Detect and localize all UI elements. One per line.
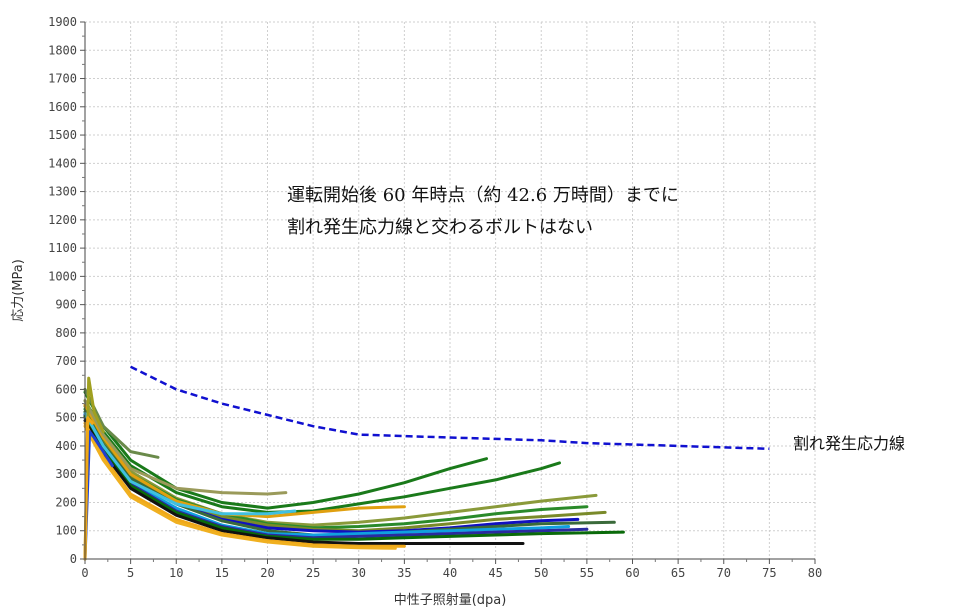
y-axis-label: 応力(MPa) — [11, 259, 26, 322]
y-tick-label: 1400 — [48, 156, 77, 170]
x-tick-label: 0 — [81, 566, 88, 580]
series-line-12 — [83, 424, 397, 550]
series-line-0 — [83, 390, 488, 510]
threshold-layer — [130, 365, 770, 451]
annotation-line-1: 運転開始後 60 年時点（約 42.6 万時間）までに — [287, 185, 679, 206]
threshold-label: 割れ発生応力線 — [793, 434, 905, 453]
x-tick-label: 70 — [717, 566, 731, 580]
x-tick-label: 65 — [671, 566, 685, 580]
x-tick-label: 80 — [808, 566, 822, 580]
series-line-14 — [83, 399, 288, 496]
x-tick-label: 30 — [352, 566, 366, 580]
y-tick-label: 1100 — [48, 241, 77, 255]
y-tick-label: 1800 — [48, 43, 77, 57]
annotation-line-2: 割れ発生応力線と交わるボルトはない — [287, 217, 593, 238]
x-tick-label: 15 — [215, 566, 229, 580]
y-tick-label: 200 — [55, 495, 77, 509]
series-line-16 — [83, 411, 297, 516]
y-tick-label: 1600 — [48, 100, 77, 114]
x-tick-label: 75 — [762, 566, 776, 580]
x-tick-label: 50 — [534, 566, 548, 580]
y-tick-label: 900 — [55, 298, 77, 312]
y-tick-label: 1900 — [48, 15, 77, 29]
series-layer — [83, 376, 625, 561]
ticks: 0 5 10 15 20 25 30 35 40 45 50 55 60 65 70 75 8001002003… — [48, 15, 822, 580]
y-tick-label: 0 — [70, 552, 77, 566]
y-tick-label: 100 — [55, 524, 77, 538]
y-tick-label: 500 — [55, 411, 77, 425]
x-tick-label: 5 — [127, 566, 134, 580]
series-line-9 — [83, 414, 625, 541]
y-tick-label: 1700 — [48, 72, 77, 86]
x-axis-label: 中性子照射量(dpa) — [394, 592, 507, 608]
series-line-10 — [83, 419, 525, 545]
x-tick-label: 45 — [488, 566, 502, 580]
y-tick-label: 800 — [55, 326, 77, 340]
y-tick-label: 1300 — [48, 185, 77, 199]
threshold-line — [130, 365, 770, 451]
x-tick-label: 40 — [443, 566, 457, 580]
x-tick-label: 25 — [306, 566, 320, 580]
x-tick-label: 55 — [580, 566, 594, 580]
series-line-19 — [83, 416, 94, 561]
y-tick-label: 300 — [55, 467, 77, 481]
grid — [85, 21, 816, 559]
series-line-2 — [83, 404, 598, 527]
y-tick-label: 400 — [55, 439, 77, 453]
x-tick-label: 20 — [260, 566, 274, 580]
y-tick-label: 1500 — [48, 128, 77, 142]
y-tick-label: 1000 — [48, 269, 77, 283]
x-tick-label: 35 — [397, 566, 411, 580]
x-tick-label: 10 — [169, 566, 183, 580]
y-tick-label: 600 — [55, 382, 77, 396]
x-tick-label: 60 — [625, 566, 639, 580]
y-tick-label: 1200 — [48, 213, 77, 227]
y-tick-label: 700 — [55, 354, 77, 368]
